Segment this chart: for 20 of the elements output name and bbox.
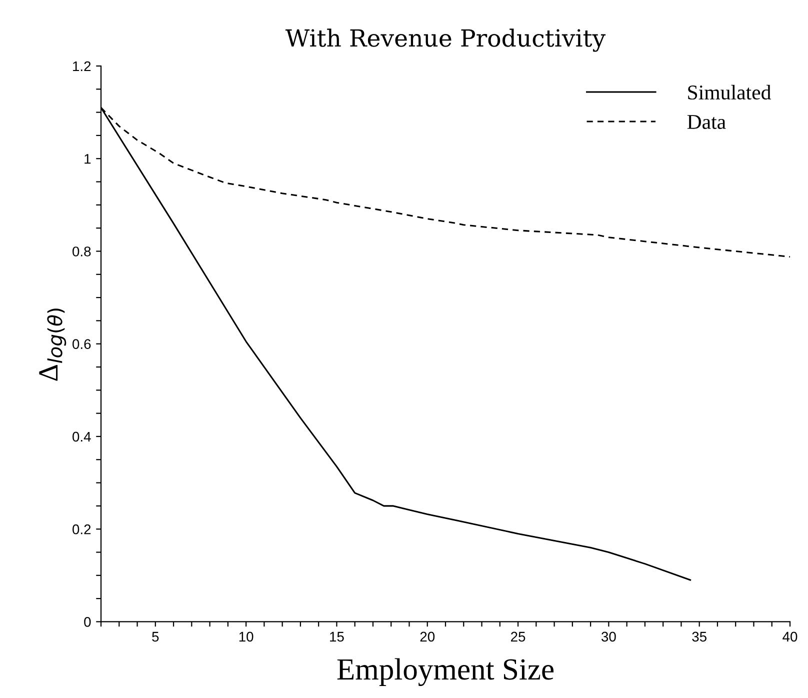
x-tick-label: 40: [782, 632, 798, 642]
x-tick-label: 25: [511, 632, 526, 642]
y-tick-label: 0.2: [72, 524, 91, 534]
x-tick-label: 35: [692, 632, 706, 642]
x-tick-label: 30: [601, 632, 616, 642]
y-tick-label: 0.8: [72, 246, 91, 256]
y-axis-title: Δ$_{log(θ)}$: [39, 308, 66, 381]
x-tick-label: 10: [239, 632, 254, 642]
legend-label: Simulated: [688, 84, 771, 100]
y-tick-label: 1.2: [73, 61, 91, 72]
chart-title: With Revenue Productivity: [285, 28, 606, 52]
x-tick-label: 5: [152, 632, 159, 642]
y-tick-label: 0: [84, 617, 91, 627]
y-tick-label: 0.4: [72, 432, 91, 442]
x-tick-label: 20: [420, 632, 435, 642]
x-tick-label: 15: [330, 632, 344, 642]
y-tick-label: 0.6: [72, 339, 91, 350]
x-axis-title: Employment Size: [337, 658, 554, 686]
y-tick-label: 1: [84, 154, 91, 164]
legend-label: Data: [687, 115, 726, 129]
